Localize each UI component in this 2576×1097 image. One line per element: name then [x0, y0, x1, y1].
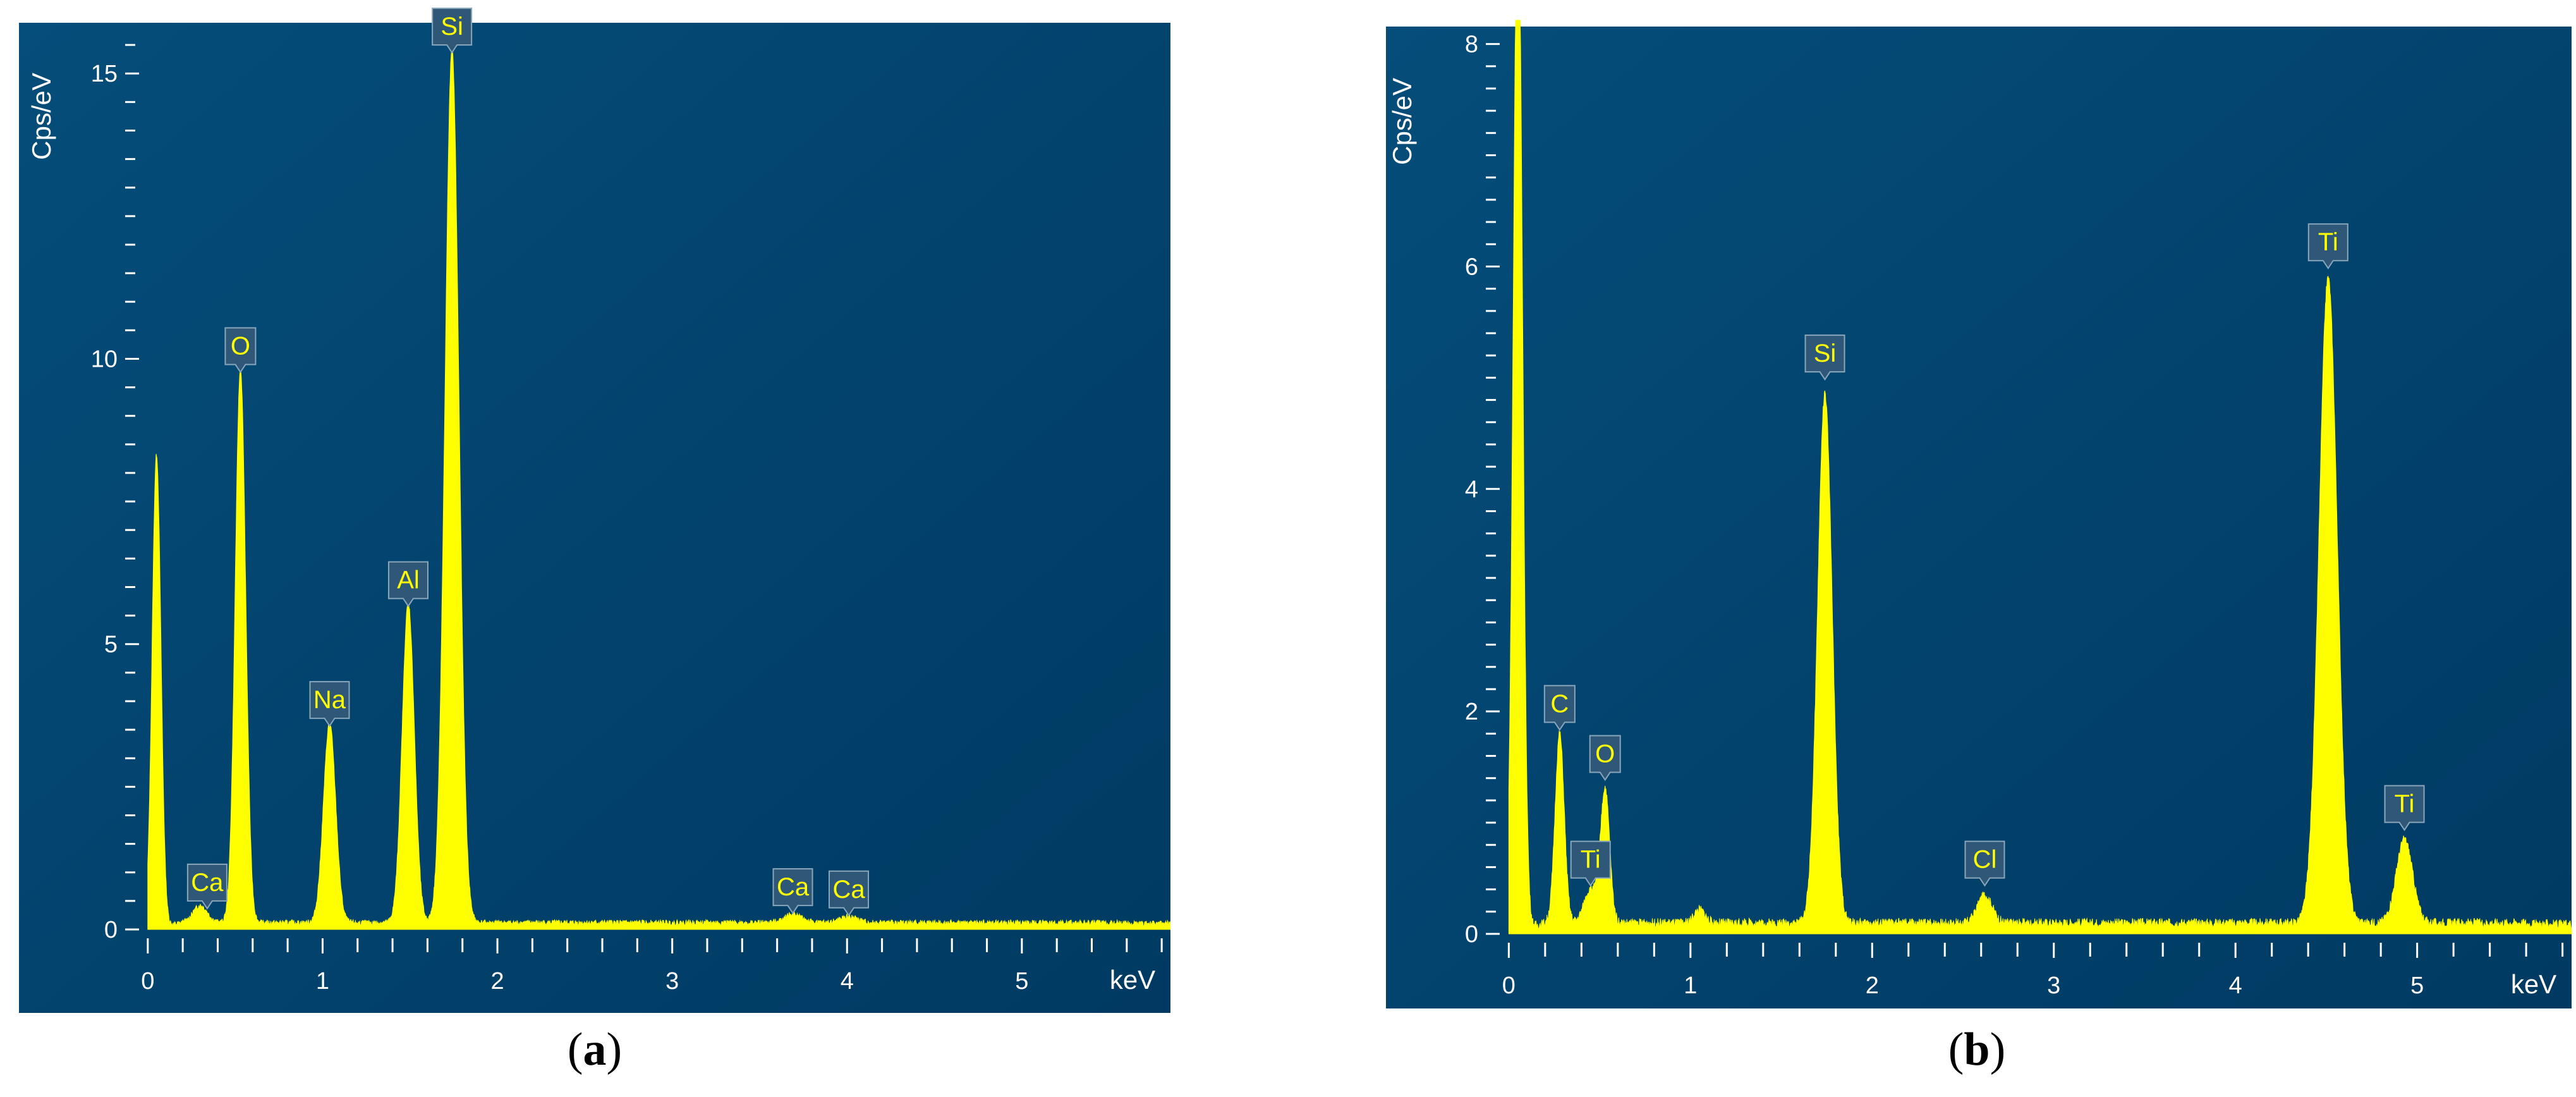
peak-label-text: O: [1595, 740, 1615, 768]
peak-label: O: [1589, 735, 1621, 781]
peak-label: Si: [432, 8, 473, 54]
y-tick-label: 4: [1465, 476, 1478, 503]
chart-b: 0 2 4 6 8 0 1 2 3 4 5 keV Cps/eV CO Ti Si Cl Ti Ti: [1386, 20, 2572, 1008]
x-tick-label: 2: [1866, 972, 1879, 999]
x-tick-label: 4: [2229, 972, 2242, 999]
peak-label: Si: [1804, 334, 1845, 381]
peak-label-text: C: [1550, 690, 1569, 718]
y-axis-label: Cps/eV: [1387, 78, 1417, 165]
peak-label-box: [1589, 735, 1621, 781]
y-tick-label: 10: [91, 346, 118, 372]
caption-b-open: (: [1948, 1024, 1964, 1076]
peak-label-box: [829, 870, 870, 917]
spectrum-area: [1508, 20, 2572, 935]
caption-a-open: (: [567, 1024, 583, 1076]
y-tick-label: 8: [1465, 32, 1478, 58]
y-axis-label: Cps/eV: [27, 73, 56, 160]
peak-label: Ca: [772, 868, 813, 914]
peak-label-text: Ca: [191, 869, 224, 897]
peak-label-text: Ti: [2395, 790, 2415, 818]
x-tick-label: 5: [2410, 972, 2424, 999]
spectrum-panel-b: 0 2 4 6 8 0 1 2 3 4 5 keV Cps/eV C O Ti Si Cl Ti Ti: [1386, 0, 2576, 1018]
peak-label: Ca: [186, 863, 228, 910]
x-tick-label: 0: [1502, 972, 1516, 999]
y-tick-label: 6: [1465, 254, 1478, 280]
caption-b-close: ): [1990, 1024, 2006, 1076]
peak-label-box: [309, 681, 350, 727]
spectrum-panel-a: 0 5 10 15 0 1 2 3 4 5 keV Cps/eV O Si Al Na Ca Ca Ca: [19, 0, 1170, 1018]
peak-label-box: [772, 868, 813, 914]
peak-label-box: [2307, 223, 2348, 270]
peak-label-text: O: [231, 333, 250, 360]
peak-label: C: [1543, 685, 1576, 732]
x-tick-label: 0: [141, 968, 154, 995]
peak-label-box: [1964, 840, 2005, 887]
y-tick-label: 2: [1465, 699, 1478, 725]
peak-label-text: Ti: [1581, 846, 1601, 874]
peak-label-text: Ti: [2318, 228, 2338, 256]
peak-label: Ti: [2307, 223, 2348, 270]
peak-label-text: Al: [397, 567, 420, 594]
x-tick-label: 3: [2047, 972, 2060, 999]
peak-label: Cl: [1964, 840, 2005, 887]
peak-label: O: [224, 327, 257, 374]
peak-label-box: [1570, 840, 1611, 887]
x-axis-label: keV: [2511, 969, 2556, 999]
caption-a-close: ): [606, 1024, 623, 1076]
peak-label-text: Cl: [1973, 846, 1997, 874]
peak-label-text: Ca: [777, 873, 810, 901]
x-axis-label: keV: [1110, 965, 1155, 995]
peak-label-box: [1804, 334, 1845, 381]
peak-label: Na: [309, 681, 350, 727]
caption-b: (b): [1850, 1023, 2103, 1077]
y-tick-label: 15: [91, 61, 118, 87]
peak-label: Ti: [2384, 785, 2425, 831]
caption-a-letter: a: [583, 1024, 607, 1076]
peak-label-text: Si: [1814, 340, 1837, 367]
x-tick-label: 4: [841, 968, 854, 995]
x-tick-label: 1: [316, 968, 329, 995]
peak-label-box: [224, 327, 257, 374]
peak-label-box: [2384, 785, 2425, 831]
y-tick-label: 0: [1465, 921, 1478, 948]
x-tick-label: 3: [665, 968, 679, 995]
caption-b-letter: b: [1964, 1024, 1990, 1076]
peak-label: Ti: [1570, 840, 1611, 887]
peak-label: Ca: [829, 870, 870, 917]
x-tick-label: 2: [490, 968, 504, 995]
chart-a: 0 5 10 15 0 1 2 3 4 5 keV Cps/eV O Si Al Na Ca Ca Ca: [19, 8, 1170, 1013]
x-tick-label: 1: [1684, 972, 1697, 999]
peak-label-box: [186, 863, 228, 910]
peak-label-text: Ca: [832, 876, 865, 904]
peak-label-box: [1543, 685, 1576, 732]
y-tick-label: 5: [104, 632, 118, 658]
peak-label-text: Si: [440, 13, 463, 40]
y-tick-label: 0: [104, 917, 118, 943]
peak-label: Al: [387, 561, 428, 608]
caption-a: (a): [468, 1023, 721, 1077]
peak-label-box: [432, 8, 473, 54]
peak-label-box: [387, 561, 428, 608]
peak-label-text: Na: [313, 686, 346, 714]
plot-background: [19, 23, 1170, 1013]
spectrum-area: [147, 47, 1170, 930]
x-tick-label: 5: [1015, 968, 1028, 995]
